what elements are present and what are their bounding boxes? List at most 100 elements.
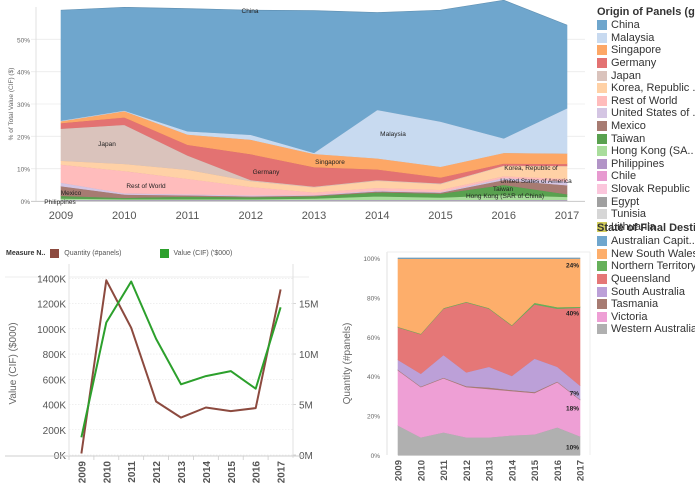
legend-item-egypt[interactable]: Egypt [597, 195, 695, 208]
legend-item-korea-republic-of[interactable]: Korea, Republic .. [597, 82, 695, 95]
legend-item-germany[interactable]: Germany [597, 57, 695, 70]
point-value-cif-000[interactable] [130, 280, 133, 283]
point-value-cif-000[interactable] [155, 337, 158, 340]
point-value-cif-000[interactable] [229, 370, 232, 373]
legend-item-china[interactable]: China [597, 19, 695, 32]
point-value-cif-000[interactable] [80, 436, 83, 439]
origin-legend-title[interactable]: Origin of Panels (g.. [597, 6, 695, 18]
legend-label: Hong Kong (SA.. [611, 145, 694, 158]
legend-swatch [597, 248, 607, 259]
legend-item-japan[interactable]: Japan [597, 69, 695, 82]
legend-item-australian-capital-territory[interactable]: Australian Capit.. [597, 235, 695, 248]
measure-legend-title[interactable]: Measure N.. [6, 250, 46, 257]
point-value-cif-000[interactable] [180, 383, 183, 386]
legend-item-victoria[interactable]: Victoria [597, 311, 695, 324]
legend-swatch [597, 311, 607, 322]
point-quantity-panels[interactable] [254, 407, 257, 410]
legend-item-western-australia[interactable]: Western Australia [597, 323, 695, 336]
x-tick-label: 2014 [365, 210, 389, 222]
legend-label: Philippines [611, 157, 665, 170]
point-value-cif-000[interactable] [204, 375, 207, 378]
state-legend-title[interactable]: State of Final Desti.. [597, 222, 695, 234]
legend-item-tasmania[interactable]: Tasmania [597, 298, 695, 311]
x-tick-label: 2009 [77, 461, 88, 484]
area-australian-capital-territory[interactable] [397, 257, 581, 259]
legend-label: Chile [611, 170, 637, 183]
legend-label: Taiwan [611, 132, 646, 145]
legend-item-malaysia[interactable]: Malaysia [597, 32, 695, 45]
legend-item-taiwan[interactable]: Taiwan [597, 132, 695, 145]
annotation-western-australia: 10% [566, 445, 579, 452]
legend-item-tunisia[interactable]: Tunisia [597, 208, 695, 221]
legend-label: Northern Territory [611, 260, 695, 273]
point-quantity-panels[interactable] [204, 406, 207, 409]
y-tick-label: 50% [17, 37, 30, 44]
annotation-china: China [242, 8, 259, 15]
y-tick-label: 1400K [37, 274, 66, 285]
y-tick-label: 100% [363, 256, 380, 263]
y2-axis-title: Quantity (#panels) [342, 323, 353, 405]
annotation-philippines: Philippines [44, 199, 76, 206]
legend-swatch [597, 184, 607, 195]
legend-item-slovak-republic[interactable]: Slovak Republic [597, 183, 695, 196]
point-quantity-panels[interactable] [155, 400, 158, 403]
legend-swatch [597, 58, 607, 69]
x-tick-label: 2012 [462, 460, 473, 481]
legend-label: Singapore [611, 44, 662, 57]
annotation-japan: Japan [98, 141, 116, 148]
point-quantity-panels[interactable] [229, 410, 232, 413]
legend-label: United States of .. [611, 107, 695, 120]
legend-item-new-south-wales[interactable]: New South Wales [597, 248, 695, 261]
legend-item-philippines[interactable]: Philippines [597, 158, 695, 171]
point-value-cif-000[interactable] [105, 321, 108, 324]
legend-item-singapore[interactable]: Singapore [597, 44, 695, 57]
line-value-cif-000[interactable] [80, 280, 282, 438]
point-value-cif-000[interactable] [279, 306, 282, 309]
legend-item-northern-territory[interactable]: Northern Territory [597, 260, 695, 273]
legend-item-lithuania[interactable]: Lithuania [597, 221, 695, 234]
legend-item-mexico[interactable]: Mexico [597, 120, 695, 133]
annotation-rest-of-world: Rest of World [126, 183, 166, 190]
legend-item-hong-kong-sar-of-china[interactable]: Hong Kong (SA.. [597, 145, 695, 158]
measure-legend-item-quantity[interactable]: Quantity (#panels) [50, 249, 122, 258]
point-quantity-panels[interactable] [180, 416, 183, 419]
y-tick-label: 60% [367, 335, 380, 342]
point-quantity-panels[interactable] [80, 452, 83, 455]
point-quantity-panels[interactable] [105, 279, 108, 282]
y-tick-label: 20% [367, 414, 380, 421]
y2-tick-label: 5M [299, 401, 313, 412]
state-area-chart: 0% 20% 40% 60% 80% 100% 2009 2010 2011 2012 2013 20… [363, 251, 591, 481]
y-tick-label: 0% [21, 199, 31, 206]
y2-tick-label: 10M [299, 350, 318, 361]
point-quantity-panels[interactable] [130, 326, 133, 329]
y-tick-label: 40% [367, 374, 380, 381]
y-axis-title: % of Total Value (CIF) ($) [8, 68, 15, 141]
legend-swatch [597, 32, 607, 43]
point-quantity-panels[interactable] [279, 288, 282, 291]
legend-item-south-australia[interactable]: South Australia [597, 285, 695, 298]
line-quantity-panels[interactable] [80, 279, 282, 454]
legend-label: Mexico [611, 120, 646, 133]
legend-swatch [159, 249, 169, 258]
trend-line-chart: 0K200K400K600K800K1000K1200K1400K0M5M10M… [5, 264, 353, 483]
legend-item-chile[interactable]: Chile [597, 170, 695, 183]
legend-swatch [597, 83, 607, 94]
measure-legend-item-value[interactable]: Value (CIF) ('$000) [159, 249, 232, 258]
annotation-mexico: Mexico [61, 190, 82, 197]
legend-swatch [597, 209, 607, 220]
legend-swatch [597, 108, 607, 119]
legend-item-united-states-of-america[interactable]: United States of .. [597, 107, 695, 120]
y-tick-label: 400K [43, 401, 67, 412]
legend-item-queensland[interactable]: Queensland [597, 273, 695, 286]
legend-swatch [597, 171, 607, 182]
legend-label: Lithuania [611, 220, 656, 233]
y-tick-label: 30% [17, 102, 30, 109]
legend-label: New South Wales [611, 247, 695, 260]
annotation-queensland: 40% [566, 311, 579, 318]
legend-item-rest-of-world[interactable]: Rest of World [597, 95, 695, 108]
legend-swatch [597, 221, 607, 232]
legend-label: Queensland [611, 273, 671, 286]
area-china[interactable] [60, 0, 568, 154]
point-value-cif-000[interactable] [254, 387, 257, 390]
